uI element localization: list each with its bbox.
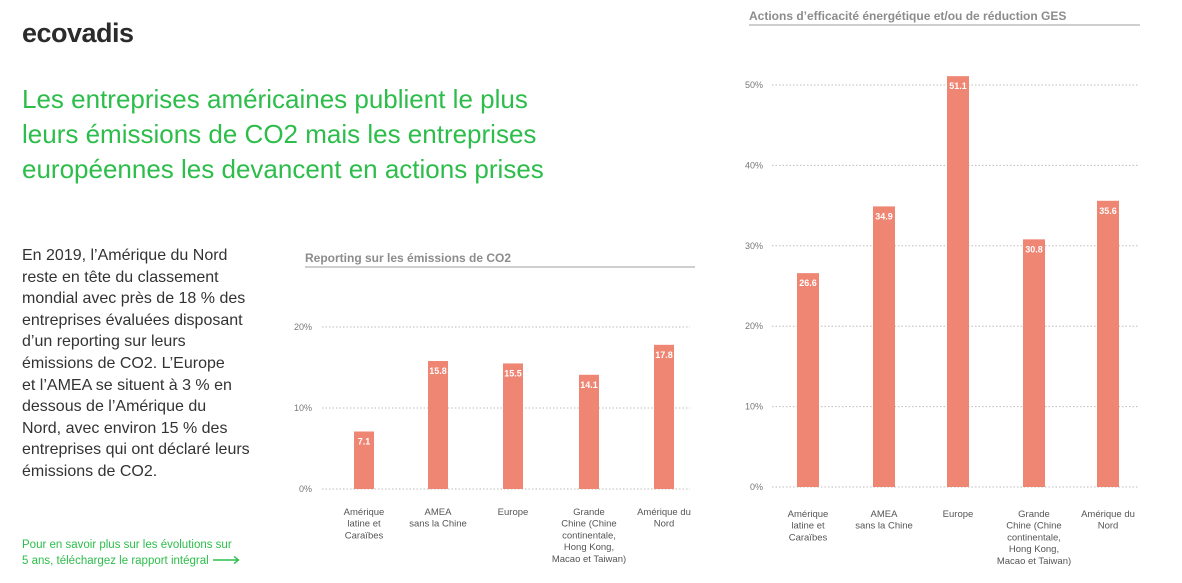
bar [1097,200,1119,487]
category-label: Chine (Chine [1006,521,1061,532]
category-label: Europe [498,507,529,518]
chart-title: Reporting sur les émissions de CO2 [305,251,511,265]
headline-line: Les entreprises américaines publient le … [22,84,528,114]
data-label: 35.6 [1099,206,1117,216]
category-label: AMEA [425,507,453,518]
category-label: Hong Kong, [1009,544,1059,555]
category-label: Macao et Taiwan) [997,556,1071,567]
bar [579,374,599,489]
data-label: 26.6 [799,278,817,288]
bar [428,361,448,489]
body-line: Nord, avec environ 15 % des [22,419,228,437]
category-label: continentale, [562,530,616,541]
cta-line[interactable]: Pour en savoir plus sur les évolutions s… [22,539,232,551]
body-line: émissions de CO2. L’Europe [22,354,225,372]
data-label: 34.9 [875,211,893,221]
body-line: dessous de l’Amérique du [22,398,207,416]
category-label: Amérique du [1081,509,1135,520]
bar [354,431,374,489]
data-label: 51.1 [949,81,967,91]
y-tick-label: 30% [745,241,763,251]
category-label: Grande [573,507,605,518]
category-label: Europe [943,509,974,520]
bar [503,363,523,489]
headline-line: leurs émissions de CO2 mais les entrepri… [22,119,537,149]
cta-line[interactable]: 5 ans, téléchargez le rapport intégral [22,555,209,568]
data-label: 7.1 [358,436,371,446]
data-label: 14.1 [580,380,598,390]
category-label: Hong Kong, [564,542,614,553]
data-label: 30.8 [1025,244,1043,254]
data-label: 17.8 [655,350,673,360]
body-paragraph: En 2019, l’Amérique du Nord reste en têt… [22,245,272,483]
y-tick-label: 10% [745,402,763,412]
y-tick-label: 50% [745,80,763,90]
data-label: 15.8 [429,366,447,376]
category-label: Chine (Chine [561,519,616,530]
ecovadis-logo: ecovadis [22,18,134,48]
body-line: En 2019, l’Amérique du Nord [22,247,228,264]
bar [873,206,895,488]
category-label: Amérique [344,507,385,518]
y-tick-label: 0% [750,482,763,492]
headline-line: européennes les devancent en actions pri… [22,154,544,184]
y-tick-label: 40% [745,160,763,170]
y-tick-label: 20% [294,322,312,332]
category-label: continentale, [1007,532,1061,543]
download-report-link[interactable]: Pour en savoir plus sur les évolutions s… [22,537,241,569]
body-line: émissions de CO2. [22,462,158,480]
category-label: Macao et Taiwan) [552,554,626,565]
body-line: entreprises évaluées disposant [22,311,243,329]
body-line: reste en tête du classement [22,268,219,286]
category-label: Amérique [788,509,829,520]
category-label: latine et [347,519,381,530]
chart-title: Actions d’efficacité énergétique et/ou d… [749,9,1066,23]
body-line: mondial avec près de 18 % des [22,290,246,308]
bar [1023,239,1045,487]
bar [947,76,969,487]
data-label: 15.5 [504,368,522,378]
category-label: Grande [1018,509,1050,520]
body-line: entreprises qui ont déclaré leurs [22,441,250,459]
category-label: sans la Chine [855,521,913,532]
category-label: Amérique du [637,507,691,518]
bar [797,273,819,487]
category-label: latine et [791,521,825,532]
y-tick-label: 10% [294,403,312,413]
category-label: sans la Chine [409,519,467,530]
arrow-right-icon[interactable] [212,553,241,569]
body-line: et l’AMEA se situent à 3 % en [22,376,232,394]
category-label: Nord [1098,521,1119,532]
category-label: Nord [654,519,675,530]
category-label: Caraïbes [789,532,828,543]
headline: Les entreprises américaines publient le … [22,82,622,187]
bar [654,344,674,489]
y-tick-label: 20% [745,321,763,331]
body-line: d’un reporting sur leurs [22,333,186,351]
category-label: AMEA [871,509,899,520]
category-label: Caraïbes [345,530,384,541]
y-tick-label: 0% [299,484,312,494]
